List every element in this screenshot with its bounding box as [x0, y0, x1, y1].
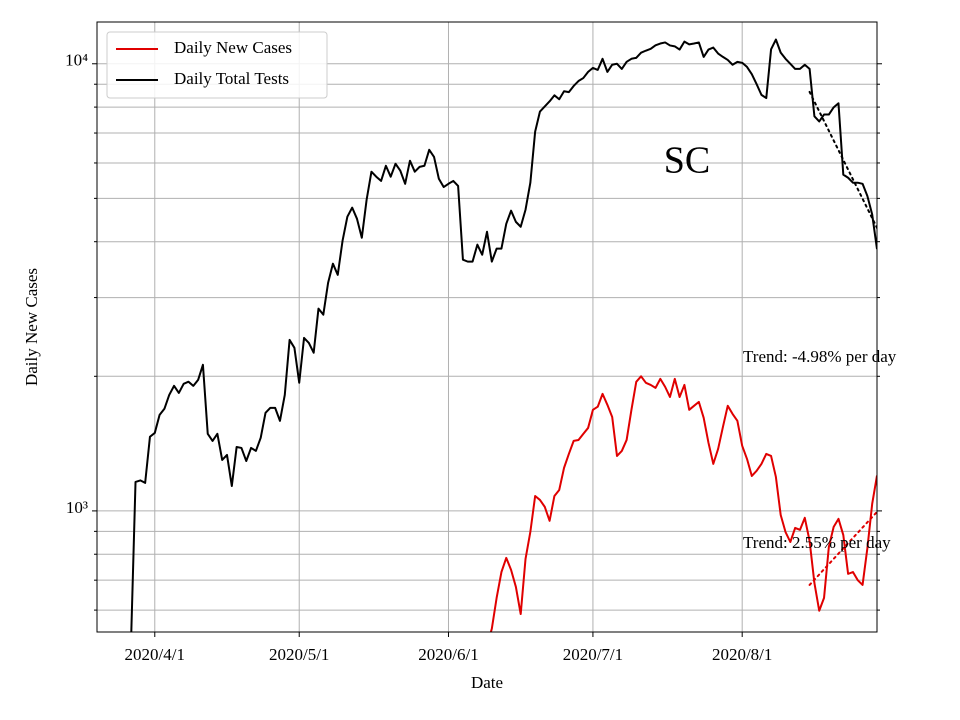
x-tick-label: 2020/5/1 — [269, 645, 329, 664]
series-line — [130, 38, 877, 632]
x-tick-label: 2020/4/1 — [125, 645, 185, 664]
legend-label: Daily Total Tests — [174, 69, 289, 88]
trend-line — [808, 510, 877, 586]
plot-frame — [96, 21, 878, 633]
x-tick-label: 2020/6/1 — [418, 645, 478, 664]
chart-title: SC — [664, 140, 710, 182]
y-axis-label: Daily New Cases — [22, 268, 41, 386]
legend-label: Daily New Cases — [174, 38, 292, 57]
y-tick-label: 10⁴ — [65, 51, 88, 70]
x-tick-label: 2020/8/1 — [712, 645, 772, 664]
grid — [97, 22, 877, 632]
x-axis-label: Date — [471, 673, 503, 692]
annotation: Trend: -4.98% per day — [743, 347, 897, 366]
plot-lines — [130, 38, 877, 632]
x-tick-label: 2020/7/1 — [563, 645, 623, 664]
legend: Daily New Cases Daily Total Tests — [106, 31, 328, 99]
series-line — [489, 375, 877, 632]
ticks: 2020/4/1 2020/5/1 2020/6/1 2020/7/1 2020/8/1… — [65, 51, 882, 664]
y-tick-label: 10³ — [66, 498, 88, 517]
trend-line — [808, 90, 877, 229]
annotation: Trend: 2.55% per day — [743, 533, 891, 552]
legend-box — [106, 31, 328, 99]
